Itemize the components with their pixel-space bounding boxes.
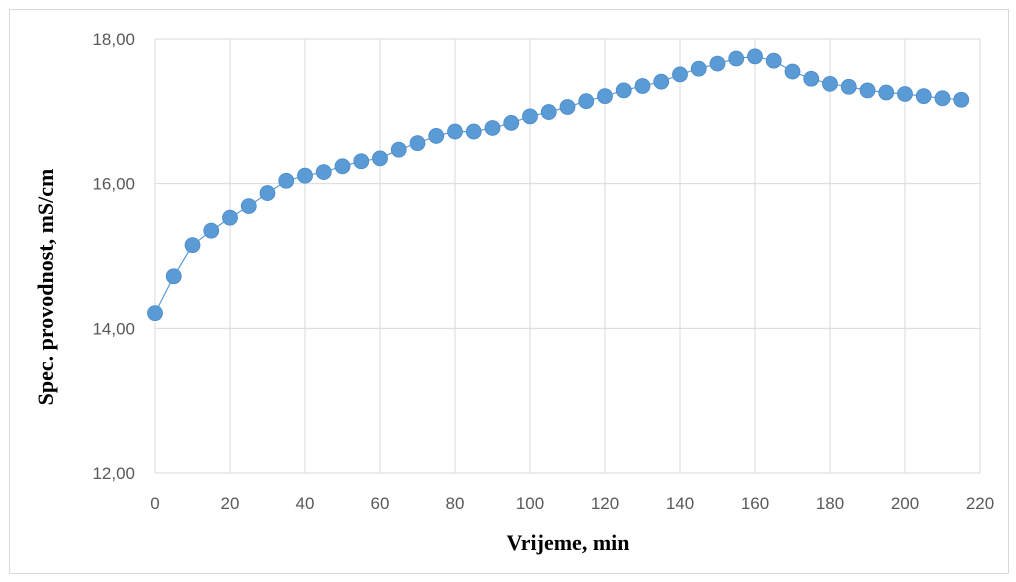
data-point <box>878 84 895 101</box>
x-tick-label: 160 <box>741 494 769 513</box>
data-point <box>765 52 782 69</box>
data-point <box>409 135 426 152</box>
x-tick-label: 0 <box>150 494 159 513</box>
data-point <box>259 185 276 201</box>
series-line <box>154 55 962 314</box>
y-tick-labels: 12,00 14,00 16,00 18,00 <box>92 30 135 483</box>
data-point <box>709 55 726 72</box>
data-point <box>915 88 932 105</box>
data-point <box>390 141 407 158</box>
data-point <box>334 158 351 175</box>
x-tick-label: 80 <box>446 494 465 513</box>
data-point <box>315 164 332 180</box>
data-point <box>353 153 370 170</box>
data-point <box>934 90 951 107</box>
data-point <box>672 66 688 83</box>
data-point <box>840 78 857 95</box>
y-axis-title: Spec. provodnost, mS/cm <box>33 169 58 406</box>
data-point <box>428 128 445 144</box>
y-tick-label: 16,00 <box>92 175 135 194</box>
x-tick-label: 220 <box>966 494 994 513</box>
data-point <box>728 50 745 67</box>
data-point <box>615 82 632 99</box>
data-point <box>484 120 501 136</box>
x-tick-label: 40 <box>296 494 315 513</box>
data-point <box>747 48 763 65</box>
data-point <box>859 82 876 99</box>
data-point <box>503 115 520 131</box>
data-point <box>803 70 820 87</box>
data-point <box>222 209 238 226</box>
data-point <box>184 237 201 254</box>
x-tick-label: 200 <box>891 494 919 513</box>
x-tick-label: 140 <box>666 494 694 513</box>
data-point <box>634 78 651 94</box>
data-point <box>297 167 313 184</box>
data-point <box>653 73 670 90</box>
data-point <box>522 108 538 125</box>
data-point <box>278 172 295 189</box>
x-tick-label: 60 <box>371 494 390 513</box>
data-points <box>147 48 970 322</box>
y-tick-label: 18,00 <box>92 30 135 49</box>
data-point <box>897 86 913 102</box>
y-tick-label: 14,00 <box>92 319 135 338</box>
data-point <box>953 91 970 108</box>
x-tick-labels: 0 20 40 60 80 100 120 140 160 180 200 220 <box>150 494 994 513</box>
data-point <box>465 123 482 140</box>
data-point <box>597 88 613 105</box>
data-point <box>578 93 595 110</box>
x-axis-title: Vrijeme, min <box>507 530 630 555</box>
data-point <box>165 268 182 285</box>
data-point <box>540 104 557 120</box>
x-tick-label: 120 <box>591 494 619 513</box>
data-point <box>690 60 707 77</box>
chart-frame <box>9 9 1009 574</box>
y-tick-label: 12,00 <box>92 464 135 483</box>
data-point <box>147 305 163 322</box>
data-point <box>784 63 801 80</box>
grid-lines <box>154 38 981 474</box>
data-point <box>203 222 220 239</box>
x-tick-label: 20 <box>221 494 240 513</box>
data-point <box>447 123 463 140</box>
data-point <box>559 99 576 115</box>
data-point <box>372 150 388 167</box>
data-point <box>822 75 838 92</box>
x-tick-label: 180 <box>816 494 844 513</box>
data-point <box>240 198 257 214</box>
x-tick-label: 100 <box>516 494 544 513</box>
